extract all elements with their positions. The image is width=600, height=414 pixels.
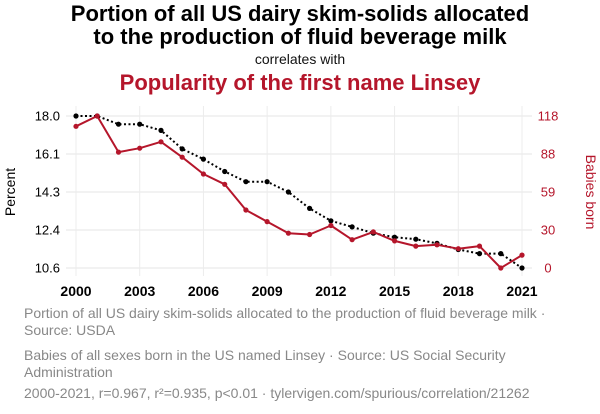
series-1-point xyxy=(285,189,291,195)
series-1-point xyxy=(73,113,79,119)
series-2-point xyxy=(179,154,185,160)
chart-title-series2: Popularity of the first name Linsey xyxy=(119,70,481,95)
series-1-point xyxy=(392,234,398,240)
series-line-2 xyxy=(75,115,523,269)
left-tick-label: 14.3 xyxy=(35,185,60,200)
x-tick-label: 2009 xyxy=(252,283,283,299)
x-axis-ticks: 2000 2003 2006 2009 2012 2015 2018 2021 xyxy=(60,283,537,299)
series-1-point xyxy=(179,146,185,152)
series-1-point xyxy=(243,179,249,185)
series-2-point xyxy=(455,246,461,252)
series-2-point xyxy=(158,139,164,145)
right-axis-ticks: 118 88 59 30 0 xyxy=(538,109,559,276)
left-tick-label: 10.6 xyxy=(35,261,60,276)
series-1-point xyxy=(498,251,504,257)
series-1-point xyxy=(476,251,483,257)
x-tick-label: 2012 xyxy=(315,283,346,299)
legend-item-2: Babies of all sexes born in the US named… xyxy=(6,347,546,381)
left-tick-label: 16.1 xyxy=(35,147,60,162)
series-2-point xyxy=(200,171,206,177)
series-2-point xyxy=(285,230,291,236)
series-1-point xyxy=(137,121,143,127)
right-tick-label: 88 xyxy=(541,147,555,162)
series-2-point xyxy=(115,149,122,155)
series-2-point xyxy=(94,113,100,119)
right-tick-label: 30 xyxy=(541,223,555,238)
footer-stats: 2000-2021, r=0.967, r²=0.935, p<0.01 · t… xyxy=(24,385,530,401)
legend-text-1: Portion of all US dairy skim-solids allo… xyxy=(24,305,546,338)
series-1-point xyxy=(200,156,206,162)
series-2-point xyxy=(264,219,270,225)
x-tick-label: 2015 xyxy=(379,283,410,299)
series-2-point xyxy=(73,123,79,129)
series-layer xyxy=(73,113,525,271)
left-axis-label: Percent xyxy=(2,168,18,216)
chart-title-line1: Portion of all US dairy skim-solids allo… xyxy=(70,1,530,26)
x-tick-label: 2000 xyxy=(60,283,91,299)
x-tick-label: 2018 xyxy=(443,283,474,299)
right-axis-label: Babies born xyxy=(583,155,599,230)
series-2-point xyxy=(137,145,143,151)
right-tick-label: 59 xyxy=(541,185,555,200)
series-2-point xyxy=(370,229,376,235)
series-2-point xyxy=(498,265,504,271)
series-1-point xyxy=(519,265,525,271)
series-1-point xyxy=(349,224,355,230)
right-tick-label: 118 xyxy=(538,109,559,124)
series-2-point xyxy=(328,222,334,229)
series-2-point xyxy=(307,231,313,238)
series-1-point xyxy=(115,121,122,127)
series-1-point xyxy=(328,218,334,224)
grid-lines xyxy=(66,106,532,276)
series-2-point xyxy=(243,207,249,213)
series-1-point xyxy=(413,236,419,242)
x-tick-label: 2003 xyxy=(124,283,155,299)
chart-title-line2: to the production of fluid beverage milk xyxy=(93,24,507,49)
series-1-point xyxy=(307,205,313,211)
left-tick-label: 18.0 xyxy=(35,109,60,124)
series-2-point xyxy=(476,243,483,249)
left-tick-label: 12.4 xyxy=(35,223,60,238)
right-tick-label: 0 xyxy=(544,261,551,276)
x-tick-label: 2006 xyxy=(188,283,219,299)
chart-plot: 18.0 16.1 14.3 12.4 10.6 118 88 59 30 0 2000 2003… xyxy=(2,106,599,299)
legend-text-2: Babies of all sexes born in the US named… xyxy=(24,347,506,380)
series-2-point xyxy=(392,238,398,244)
series-2-point xyxy=(413,243,419,249)
series-2-point xyxy=(222,181,228,187)
series-1-point xyxy=(222,168,228,175)
chart-subtitle: correlates with xyxy=(254,51,346,67)
legend-item-1: Portion of all US dairy skim-solids allo… xyxy=(6,305,546,339)
series-2-point xyxy=(349,237,355,243)
series-1-point xyxy=(158,127,164,133)
left-axis-ticks: 18.0 16.1 14.3 12.4 10.6 xyxy=(35,109,60,276)
series-1-point xyxy=(264,179,270,185)
x-tick-label: 2021 xyxy=(506,283,537,299)
series-2-point xyxy=(519,252,525,258)
series-2-point xyxy=(434,242,440,248)
